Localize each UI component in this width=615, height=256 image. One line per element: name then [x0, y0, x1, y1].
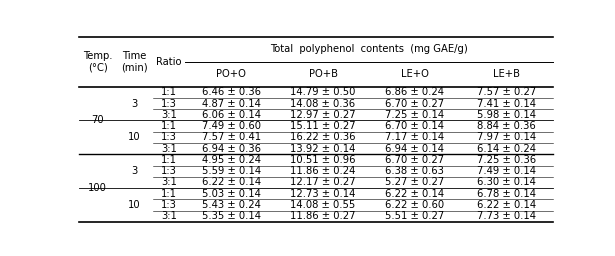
Text: 5.51 ± 0.27: 5.51 ± 0.27: [385, 211, 445, 221]
Text: 14.08 ± 0.36: 14.08 ± 0.36: [290, 99, 355, 109]
Text: 6.70 ± 0.27: 6.70 ± 0.27: [385, 99, 445, 109]
Text: 1:1: 1:1: [161, 121, 177, 131]
Text: 7.49 ± 0.14: 7.49 ± 0.14: [477, 166, 536, 176]
Text: 6.70 ± 0.14: 6.70 ± 0.14: [386, 121, 444, 131]
Text: 7.25 ± 0.36: 7.25 ± 0.36: [477, 155, 536, 165]
Text: 3: 3: [132, 99, 138, 109]
Text: 5.03 ± 0.14: 5.03 ± 0.14: [202, 189, 261, 199]
Text: Time: Time: [122, 51, 147, 61]
Text: 11.86 ± 0.24: 11.86 ± 0.24: [290, 166, 355, 176]
Text: PO+O: PO+O: [216, 69, 246, 79]
Text: 7.49 ± 0.60: 7.49 ± 0.60: [202, 121, 261, 131]
Text: 70: 70: [92, 115, 104, 125]
Text: 6.06 ± 0.14: 6.06 ± 0.14: [202, 110, 261, 120]
Text: 3: 3: [132, 166, 138, 176]
Text: 5.43 ± 0.24: 5.43 ± 0.24: [202, 200, 261, 210]
Text: LE+O: LE+O: [401, 69, 429, 79]
Text: 13.92 ± 0.14: 13.92 ± 0.14: [290, 144, 355, 154]
Text: 6.30 ± 0.14: 6.30 ± 0.14: [477, 177, 536, 187]
Text: 5.98 ± 0.14: 5.98 ± 0.14: [477, 110, 536, 120]
Text: 7.17 ± 0.14: 7.17 ± 0.14: [385, 132, 445, 142]
Text: 10: 10: [129, 200, 141, 210]
Text: 10: 10: [129, 132, 141, 142]
Text: 4.95 ± 0.24: 4.95 ± 0.24: [202, 155, 261, 165]
Text: Temp.: Temp.: [83, 51, 113, 61]
Text: 6.94 ± 0.36: 6.94 ± 0.36: [202, 144, 261, 154]
Text: 1:3: 1:3: [161, 99, 177, 109]
Text: 12.97 ± 0.27: 12.97 ± 0.27: [290, 110, 356, 120]
Text: 1:1: 1:1: [161, 155, 177, 165]
Text: 1:3: 1:3: [161, 166, 177, 176]
Text: 11.86 ± 0.27: 11.86 ± 0.27: [290, 211, 355, 221]
Text: 1:1: 1:1: [161, 189, 177, 199]
Text: 7.97 ± 0.14: 7.97 ± 0.14: [477, 132, 536, 142]
Text: Ratio: Ratio: [156, 57, 182, 67]
Text: 3:1: 3:1: [161, 177, 177, 187]
Text: 1:3: 1:3: [161, 132, 177, 142]
Text: 10.51 ± 0.96: 10.51 ± 0.96: [290, 155, 355, 165]
Text: Total  polyphenol  contents  (mg GAE/g): Total polyphenol contents (mg GAE/g): [270, 44, 468, 54]
Text: (°C): (°C): [88, 62, 108, 72]
Text: 6.22 ± 0.60: 6.22 ± 0.60: [385, 200, 445, 210]
Text: 1:1: 1:1: [161, 87, 177, 97]
Text: 5.35 ± 0.14: 5.35 ± 0.14: [202, 211, 261, 221]
Text: (min): (min): [121, 62, 148, 72]
Text: 12.17 ± 0.27: 12.17 ± 0.27: [290, 177, 356, 187]
Text: 6.14 ± 0.24: 6.14 ± 0.24: [477, 144, 536, 154]
Text: 6.78 ± 0.14: 6.78 ± 0.14: [477, 189, 536, 199]
Text: 6.22 ± 0.14: 6.22 ± 0.14: [385, 189, 445, 199]
Text: PO+B: PO+B: [309, 69, 338, 79]
Text: 5.59 ± 0.14: 5.59 ± 0.14: [202, 166, 261, 176]
Text: 14.08 ± 0.55: 14.08 ± 0.55: [290, 200, 355, 210]
Text: 4.87 ± 0.14: 4.87 ± 0.14: [202, 99, 261, 109]
Text: 6.94 ± 0.14: 6.94 ± 0.14: [386, 144, 444, 154]
Text: 3:1: 3:1: [161, 211, 177, 221]
Text: 6.22 ± 0.14: 6.22 ± 0.14: [202, 177, 261, 187]
Text: 3:1: 3:1: [161, 144, 177, 154]
Text: 12.73 ± 0.14: 12.73 ± 0.14: [290, 189, 355, 199]
Text: 3:1: 3:1: [161, 110, 177, 120]
Text: 16.22 ± 0.36: 16.22 ± 0.36: [290, 132, 355, 142]
Text: 1:3: 1:3: [161, 200, 177, 210]
Text: 6.86 ± 0.24: 6.86 ± 0.24: [386, 87, 444, 97]
Text: 7.73 ± 0.14: 7.73 ± 0.14: [477, 211, 536, 221]
Text: 7.57 ± 0.27: 7.57 ± 0.27: [477, 87, 536, 97]
Text: 7.25 ± 0.14: 7.25 ± 0.14: [385, 110, 445, 120]
Text: 6.22 ± 0.14: 6.22 ± 0.14: [477, 200, 536, 210]
Text: 7.41 ± 0.14: 7.41 ± 0.14: [477, 99, 536, 109]
Text: 15.11 ± 0.27: 15.11 ± 0.27: [290, 121, 356, 131]
Text: 6.46 ± 0.36: 6.46 ± 0.36: [202, 87, 261, 97]
Text: 5.27 ± 0.27: 5.27 ± 0.27: [385, 177, 445, 187]
Text: 14.79 ± 0.50: 14.79 ± 0.50: [290, 87, 355, 97]
Text: 7.57 ± 0.41: 7.57 ± 0.41: [202, 132, 261, 142]
Text: 6.70 ± 0.27: 6.70 ± 0.27: [385, 155, 445, 165]
Text: 8.84 ± 0.36: 8.84 ± 0.36: [477, 121, 536, 131]
Text: 100: 100: [89, 183, 107, 193]
Text: 6.38 ± 0.63: 6.38 ± 0.63: [386, 166, 444, 176]
Text: LE+B: LE+B: [493, 69, 520, 79]
